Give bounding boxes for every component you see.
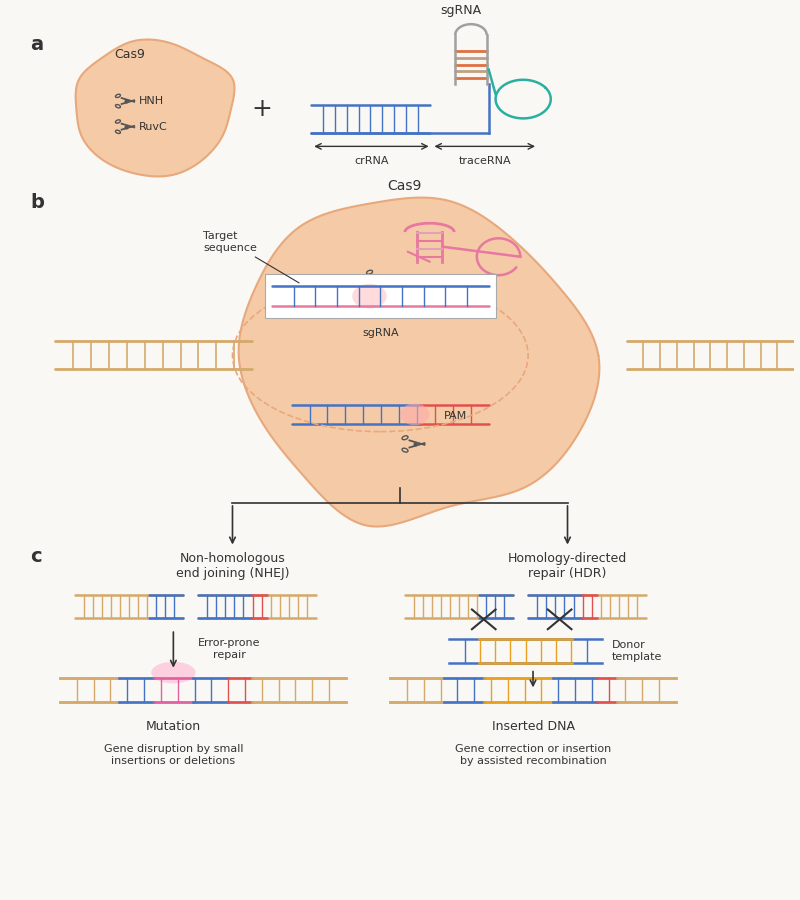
Text: traceRNA: traceRNA bbox=[458, 157, 511, 166]
Text: Mutation: Mutation bbox=[146, 720, 201, 733]
Text: c: c bbox=[30, 547, 42, 566]
Ellipse shape bbox=[400, 403, 430, 425]
Text: b: b bbox=[30, 193, 44, 212]
Text: +: + bbox=[252, 97, 273, 121]
Text: a: a bbox=[30, 35, 44, 54]
Text: sgRNA: sgRNA bbox=[362, 328, 398, 338]
Text: HNH: HNH bbox=[139, 96, 164, 106]
Text: Homology-directed
repair (HDR): Homology-directed repair (HDR) bbox=[508, 553, 627, 580]
Text: PAM: PAM bbox=[444, 411, 467, 421]
Text: Non-homologous
end joining (NHEJ): Non-homologous end joining (NHEJ) bbox=[176, 553, 290, 580]
Ellipse shape bbox=[151, 662, 195, 683]
Text: Cas9: Cas9 bbox=[388, 179, 422, 193]
Text: Error-prone
repair: Error-prone repair bbox=[198, 638, 261, 660]
Text: Target
sequence: Target sequence bbox=[203, 231, 299, 283]
Text: Gene disruption by small
insertions or deletions: Gene disruption by small insertions or d… bbox=[104, 744, 243, 766]
Text: Gene correction or insertion
by assisted recombination: Gene correction or insertion by assisted… bbox=[455, 744, 611, 766]
Polygon shape bbox=[76, 40, 234, 176]
Text: RuvC: RuvC bbox=[139, 122, 168, 131]
Text: Cas9: Cas9 bbox=[114, 49, 145, 61]
Text: sgRNA: sgRNA bbox=[441, 4, 482, 17]
FancyBboxPatch shape bbox=[265, 274, 495, 318]
Polygon shape bbox=[238, 198, 599, 526]
Text: crRNA: crRNA bbox=[354, 157, 389, 166]
Text: Inserted DNA: Inserted DNA bbox=[491, 720, 574, 733]
Text: Donor
template: Donor template bbox=[612, 640, 662, 662]
Ellipse shape bbox=[352, 284, 386, 309]
